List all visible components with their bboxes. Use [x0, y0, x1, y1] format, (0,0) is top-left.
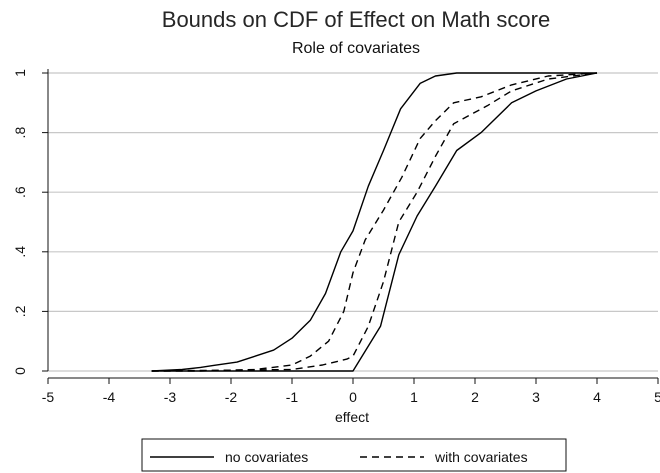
x-tick-label: 3 [532, 389, 540, 405]
x-tick-label: -3 [164, 389, 177, 405]
x-tick-label: -1 [286, 389, 299, 405]
x-tick-label: -5 [42, 389, 55, 405]
grid-lines [48, 72, 658, 372]
y-tick-label: .6 [12, 186, 28, 198]
x-tick-label: 4 [593, 389, 601, 405]
legend-label-no-covariates: no covariates [225, 449, 308, 465]
y-axis-ticks: 0 .2 .4 .6 .8 1 [12, 69, 48, 375]
x-tick-label: 5 [654, 389, 660, 405]
legend: no covariates with covariates [141, 438, 567, 472]
legend-label-with-covariates: with covariates [434, 449, 528, 465]
series-lines [151, 72, 598, 372]
x-tick-label: -2 [225, 389, 238, 405]
series-line-no-covariates-0 [151, 72, 597, 372]
chart-subtitle: Role of covariates [292, 40, 420, 57]
series-line-no-covariates-1 [151, 72, 598, 372]
x-axis-ticks: -5 -4 -3 -2 -1 0 1 2 3 4 5 [42, 378, 660, 405]
y-tick-label: .4 [12, 246, 28, 258]
y-tick-label: .8 [12, 127, 28, 139]
y-tick-label: 1 [12, 69, 28, 77]
x-tick-label: -4 [103, 389, 116, 405]
x-axis-label: effect [335, 409, 369, 425]
x-tick-label: 0 [349, 389, 357, 405]
legend-box [141, 438, 567, 472]
x-tick-label: 1 [410, 389, 418, 405]
chart-title: Bounds on CDF of Effect on Math score [162, 7, 550, 32]
x-tick-label: 2 [471, 389, 479, 405]
y-tick-label: .2 [12, 305, 28, 317]
series-line-with-covariates-3 [151, 72, 598, 372]
series-line-with-covariates-2 [151, 72, 598, 372]
axes [47, 69, 658, 379]
y-tick-label: 0 [12, 367, 28, 375]
